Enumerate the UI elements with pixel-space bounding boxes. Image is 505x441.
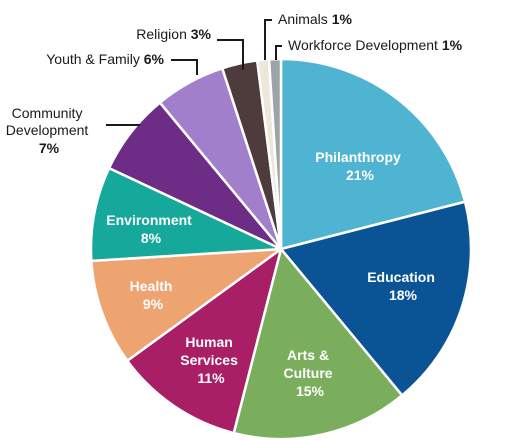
- label-community-development-line-1: Community: [12, 105, 83, 121]
- pie-slice-human-services: [126, 247, 283, 435]
- pie-slice-arts-and-culture: [232, 247, 404, 441]
- label-youth-family: Youth & Family 6%: [46, 51, 164, 67]
- label-community-development-pct: 7%: [39, 140, 60, 156]
- label-health: Health 9%: [130, 278, 177, 312]
- label-animals: Animals 1%: [278, 11, 352, 27]
- label-human-services: Human Services 11%: [180, 334, 242, 386]
- label-education: Education 18%: [367, 269, 439, 303]
- pie-slices: [89, 57, 473, 441]
- leader-line-youth-family: [171, 59, 198, 75]
- pie-slice-environment: [89, 166, 283, 263]
- pie-slice-health: [90, 247, 283, 362]
- label-community-development-line-2: Development: [6, 122, 89, 138]
- label-religion: Religion 3%: [136, 26, 211, 42]
- label-community-development: Community Development 7%: [6, 105, 92, 156]
- leader-lines: [106, 19, 282, 126]
- leader-line-animals: [264, 19, 272, 60]
- label-workforce-development: Workforce Development 1%: [288, 37, 463, 53]
- pie-slice-education: [279, 200, 473, 397]
- leader-line-religion: [217, 39, 244, 70]
- label-philanthropy: Philanthropy 21%: [315, 149, 404, 183]
- leader-line-workforce: [275, 45, 282, 60]
- label-arts-culture: Arts & Culture 15%: [284, 347, 337, 399]
- label-environment: Environment 8%: [106, 212, 195, 246]
- pie-slice-philanthropy: [279, 57, 467, 251]
